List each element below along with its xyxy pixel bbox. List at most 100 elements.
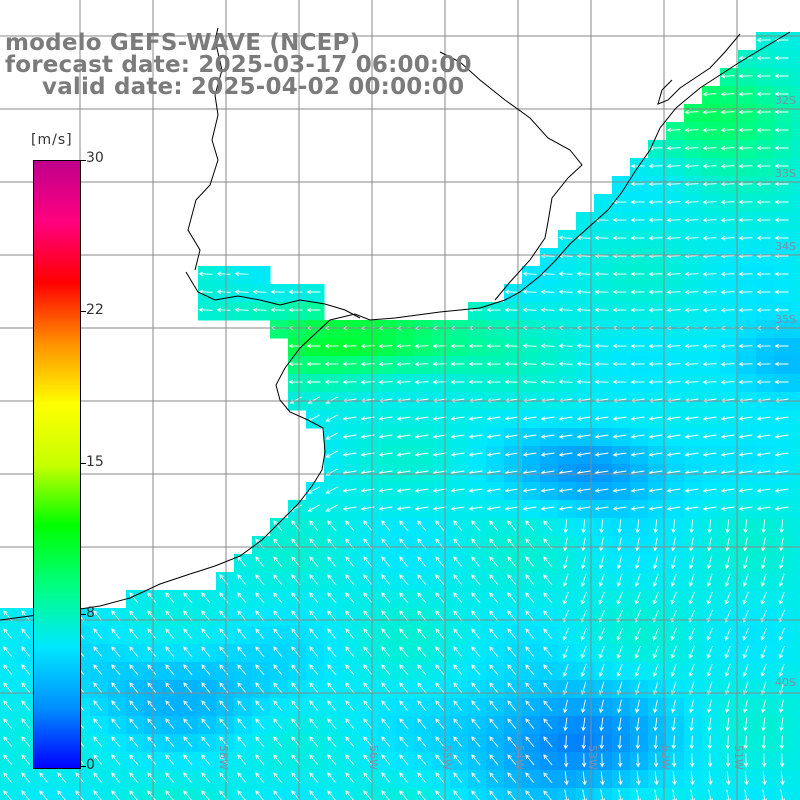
wind-arrow (237, 718, 247, 730)
wind-speed-cell (774, 122, 793, 141)
wind-arrow (309, 610, 319, 622)
wind-speed-cell (684, 626, 703, 645)
wind-arrow (273, 574, 283, 586)
wind-arrow (381, 592, 391, 604)
wind-arrow (562, 663, 569, 677)
wind-arrow (450, 434, 465, 439)
wind-arrow (666, 271, 681, 277)
wind-arrow (219, 790, 228, 800)
wind-speed-cell (756, 32, 775, 51)
wind-speed-cell (630, 518, 649, 537)
wind-speed-cell (720, 734, 739, 753)
wind-arrow (432, 506, 447, 511)
wind-arrow (489, 718, 499, 730)
wind-speed-cell (666, 158, 685, 177)
wind-speed-cell (666, 212, 685, 231)
wind-arrow (598, 555, 605, 570)
wind-speed-cell (414, 464, 433, 483)
wind-speed-cell (756, 194, 775, 213)
wind-arrow (540, 452, 555, 457)
wind-speed-cell (792, 644, 800, 663)
wind-speed-cell (720, 68, 739, 87)
wind-speed-cell (792, 446, 800, 465)
wind-speed-cell (252, 284, 271, 303)
wind-arrow (652, 645, 659, 659)
wind-speed-cell (756, 698, 775, 717)
wind-arrow (381, 520, 391, 532)
wind-speed-cell (756, 644, 775, 663)
wind-arrow (612, 506, 627, 511)
wind-arrow (3, 628, 13, 640)
wind-arrow (666, 416, 681, 421)
wind-speed-cell (414, 356, 433, 375)
wind-arrow (201, 736, 211, 748)
wind-speed-cell (774, 716, 793, 735)
colorbar-tick-label: 8 (86, 605, 95, 621)
colorbar-tick-label: 30 (86, 150, 104, 166)
wind-speed-cell (702, 122, 721, 141)
wind-arrow (743, 519, 748, 534)
wind-arrow (599, 699, 604, 714)
wind-arrow (273, 646, 283, 658)
wind-arrow (3, 646, 13, 658)
wind-speed-cell (738, 770, 757, 789)
wind-arrow (342, 506, 357, 511)
wind-speed-cell (234, 302, 253, 321)
wind-speed-cell (558, 482, 577, 501)
wind-arrow (345, 520, 355, 532)
wind-arrow (688, 555, 695, 570)
wind-speed-cell (756, 608, 775, 627)
wind-speed-cell (630, 770, 649, 789)
wind-arrow (724, 555, 731, 570)
wind-arrow (471, 664, 481, 676)
wind-arrow (507, 592, 517, 604)
wind-arrow (378, 434, 393, 439)
wind-arrow (450, 379, 465, 385)
wind-arrow (720, 217, 735, 223)
wind-speed-cell (612, 788, 631, 800)
wind-arrow (525, 700, 535, 712)
wind-arrow (255, 790, 264, 800)
wind-arrow (471, 700, 481, 712)
wind-speed-cell (324, 446, 343, 465)
wind-arrow (702, 163, 717, 169)
wind-arrow (576, 506, 591, 511)
wind-arrow (468, 416, 483, 421)
wind-speed-cell (684, 662, 703, 681)
wind-speed-cell (774, 770, 793, 789)
wind-speed-cell (648, 608, 667, 627)
wind-arrow (3, 772, 13, 784)
wind-speed-cell (756, 716, 775, 735)
wind-arrow (670, 681, 677, 696)
wind-arrow (576, 361, 591, 367)
wind-arrow (237, 646, 247, 658)
wind-speed-cell (522, 374, 541, 393)
lagoa-patos-shore (657, 33, 741, 105)
wind-arrow (688, 591, 695, 605)
wind-arrow (666, 506, 681, 511)
wind-speed-cell (702, 770, 721, 789)
wind-arrow (417, 520, 427, 532)
wind-speed-cell (666, 122, 685, 141)
wind-arrow (21, 700, 31, 712)
wind-speed-cell (324, 374, 343, 393)
wind-arrow (165, 646, 175, 658)
wind-arrow (201, 718, 211, 730)
wind-arrow (774, 199, 789, 205)
wind-arrow (489, 592, 499, 604)
wind-arrow (634, 573, 641, 588)
wind-speed-cell (756, 176, 775, 195)
wind-speed-cell (774, 608, 793, 627)
wind-speed-cell (360, 320, 379, 339)
wind-speed-cell (540, 266, 559, 285)
wind-arrow (580, 573, 587, 588)
wind-arrow (219, 628, 229, 640)
wind-arrow (453, 772, 463, 784)
wind-speed-cell (756, 320, 775, 339)
wind-arrow (363, 628, 373, 640)
wind-arrow (450, 488, 465, 493)
wind-arrow (432, 379, 447, 385)
wind-arrow (255, 772, 265, 784)
wind-speed-cell (432, 356, 451, 375)
